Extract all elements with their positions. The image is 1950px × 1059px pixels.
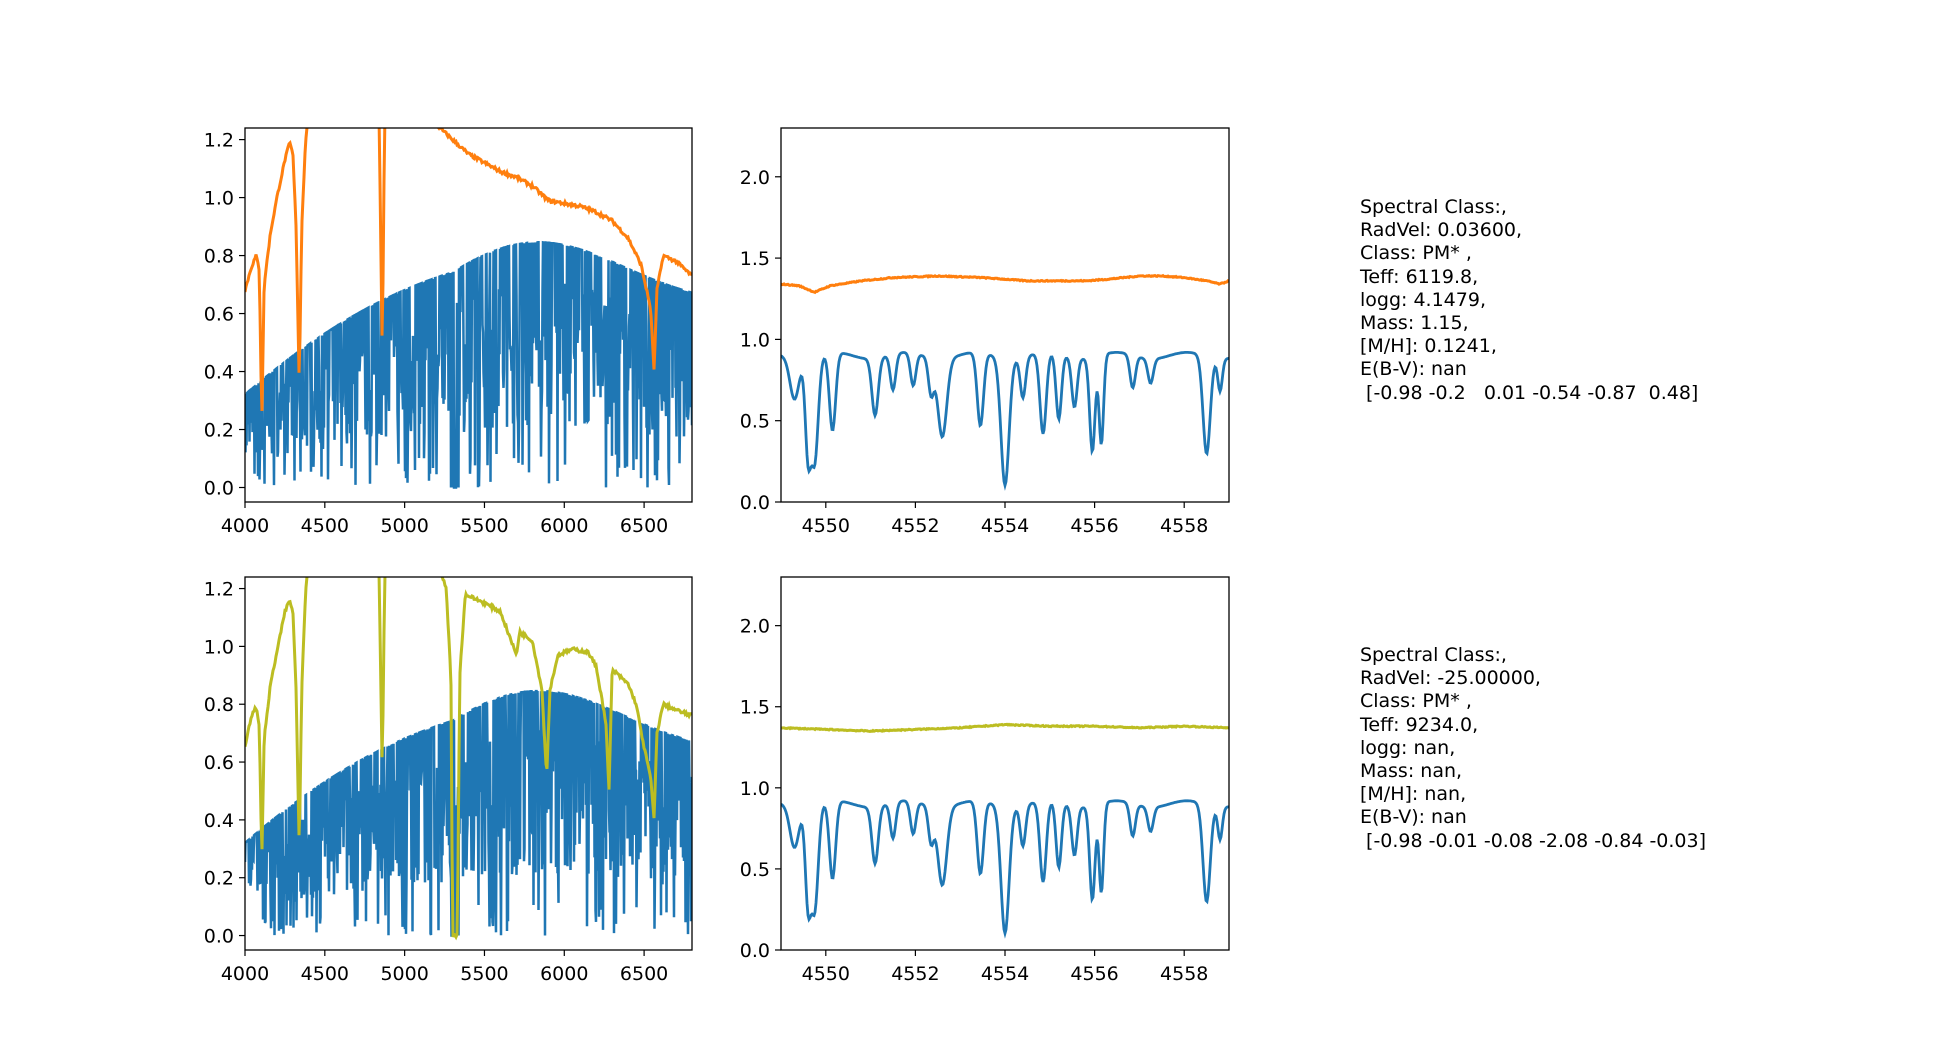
y-tick-label: 1.0 bbox=[204, 188, 234, 210]
info-line: Spectral Class:, bbox=[1360, 644, 1507, 666]
plot-area bbox=[245, 577, 692, 941]
y-tick-label: 1.5 bbox=[740, 697, 770, 719]
info-line: E(B-V): nan bbox=[1360, 358, 1467, 381]
x-tick-label: 4558 bbox=[1160, 515, 1208, 537]
info-line: Class: PM* , bbox=[1360, 242, 1472, 265]
x-tick-label: 5000 bbox=[380, 963, 428, 985]
series-observed bbox=[781, 273, 1229, 295]
y-tick-label: 0.4 bbox=[204, 362, 234, 384]
x-tick-label: 4500 bbox=[301, 515, 349, 537]
x-tick-label: 4554 bbox=[981, 963, 1029, 985]
y-tick-label: 0.0 bbox=[204, 478, 234, 500]
series-model bbox=[781, 351, 1229, 491]
y-tick-label: 0.0 bbox=[740, 492, 770, 514]
x-tick-label: 4500 bbox=[301, 963, 349, 985]
series-observed bbox=[781, 722, 1229, 734]
info-line: RadVel: -25.00000, bbox=[1360, 667, 1541, 690]
x-tick-label: 4550 bbox=[802, 963, 850, 985]
info-line: [-0.98 -0.01 -0.08 -2.08 -0.84 -0.03] bbox=[1360, 829, 1707, 852]
info-line: logg: nan, bbox=[1360, 736, 1456, 759]
y-tick-label: 0.5 bbox=[740, 859, 770, 881]
axes-frame bbox=[780, 127, 1230, 503]
info-line: E(B-V): nan bbox=[1360, 806, 1467, 829]
info-line: Spectral Class:, bbox=[1360, 196, 1507, 218]
y-tick-label: 1.2 bbox=[204, 130, 234, 152]
y-tick-label: 1.0 bbox=[204, 636, 234, 658]
axes-frame bbox=[244, 576, 693, 951]
info-line: Teff: 9234.0, bbox=[1360, 713, 1479, 736]
y-tick-label: 2.0 bbox=[740, 616, 770, 638]
info-line: Mass: 1.15, bbox=[1360, 312, 1469, 335]
x-tick-label: 4556 bbox=[1070, 515, 1118, 537]
axes-frame bbox=[780, 576, 1230, 951]
x-tick-label: 4550 bbox=[802, 515, 850, 537]
plot-area bbox=[781, 273, 1229, 491]
y-tick-label: 0.2 bbox=[204, 420, 234, 442]
x-tick-label: 6000 bbox=[540, 963, 588, 985]
axes-frame bbox=[244, 127, 693, 503]
series-model bbox=[245, 240, 692, 489]
y-tick-label: 2.0 bbox=[740, 167, 770, 189]
x-tick-label: 4554 bbox=[981, 515, 1029, 537]
x-tick-label: 4556 bbox=[1070, 963, 1118, 985]
y-tick-label: 0.4 bbox=[204, 810, 234, 832]
x-tick-label: 4000 bbox=[221, 963, 269, 985]
info-line: logg: 4.1479, bbox=[1360, 288, 1486, 311]
x-tick-label: 5500 bbox=[460, 515, 508, 537]
info-panel-1: Spectral Class:, RadVel: 0.03600, Class:… bbox=[1360, 196, 1698, 405]
info-panel-2: Spectral Class:, RadVel: -25.00000, Clas… bbox=[1360, 644, 1706, 853]
info-line: [M/H]: nan, bbox=[1360, 783, 1467, 806]
y-tick-label: 1.0 bbox=[740, 778, 770, 800]
info-line: [M/H]: 0.1241, bbox=[1360, 335, 1497, 358]
plot-area bbox=[781, 722, 1229, 939]
x-tick-label: 4558 bbox=[1160, 963, 1208, 985]
y-tick-label: 1.0 bbox=[740, 329, 770, 351]
chart-panel-4: 4550 4552 4554 4556 4558 0.0 0.5 1.0 1.5 2.0 bbox=[740, 576, 1230, 985]
y-tick-label: 0.0 bbox=[204, 926, 234, 948]
x-tick-label: 6500 bbox=[620, 963, 668, 985]
info-line: Teff: 6119.8, bbox=[1360, 265, 1479, 288]
x-tick-label: 4552 bbox=[891, 963, 939, 985]
chart-panel-2: 4550 4552 4554 4556 4558 0.0 0.5 1.0 1.5 2.0 bbox=[740, 127, 1230, 537]
x-tick-label: 4552 bbox=[891, 515, 939, 537]
y-tick-label: 0.8 bbox=[204, 246, 234, 268]
info-line: RadVel: 0.03600, bbox=[1360, 219, 1523, 242]
y-tick-label: 0.8 bbox=[204, 694, 234, 716]
series-model bbox=[781, 799, 1229, 939]
y-tick-label: 0.2 bbox=[204, 868, 234, 890]
series-observed bbox=[245, 577, 692, 941]
info-line: Class: PM* , bbox=[1360, 690, 1472, 713]
x-tick-label: 5000 bbox=[380, 515, 428, 537]
y-tick-label: 0.0 bbox=[740, 940, 770, 962]
series-model bbox=[245, 689, 692, 937]
chart-panel-3: 4000 4500 5000 5500 6000 6500 0.0 0.2 0.4 0.6 0.8 1… bbox=[204, 576, 693, 985]
y-tick-label: 0.5 bbox=[740, 411, 770, 433]
chart-panel-1: 4000 4500 5000 5500 6000 6500 0.0 0.2 0.4 0.6 0.8 1… bbox=[204, 127, 693, 537]
plot-area bbox=[245, 128, 692, 489]
x-tick-label: 6500 bbox=[620, 515, 668, 537]
y-tick-label: 1.2 bbox=[204, 579, 234, 601]
info-line: [-0.98 -0.2 0.01 -0.54 -0.87 0.48] bbox=[1360, 381, 1699, 404]
y-tick-label: 1.5 bbox=[740, 248, 770, 270]
x-tick-label: 6000 bbox=[540, 515, 588, 537]
x-tick-label: 5500 bbox=[460, 963, 508, 985]
info-line: Mass: nan, bbox=[1360, 760, 1463, 783]
y-tick-label: 0.6 bbox=[204, 752, 234, 774]
y-tick-label: 0.6 bbox=[204, 304, 234, 326]
series-observed bbox=[245, 128, 692, 411]
x-tick-label: 4000 bbox=[221, 515, 269, 537]
